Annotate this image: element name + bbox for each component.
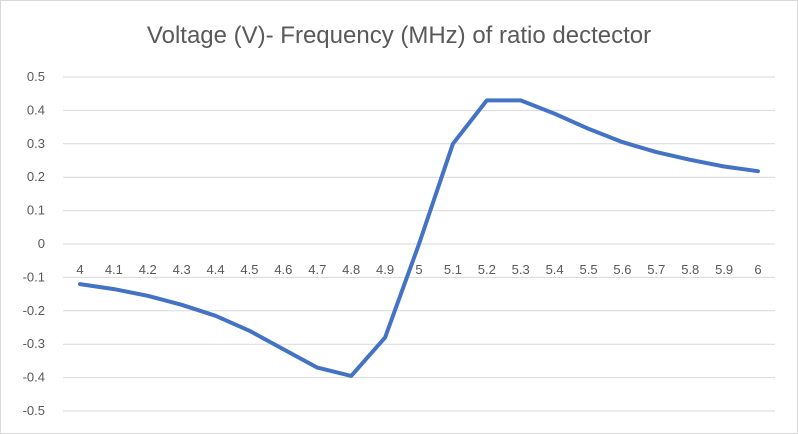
x-tick-label: 5.5	[579, 262, 597, 277]
y-tick-label: -0.4	[23, 370, 45, 385]
y-tick-label: -0.1	[23, 269, 45, 284]
x-tick-label: 5.6	[613, 262, 631, 277]
x-tick-label: 4.8	[342, 262, 360, 277]
x-tick-label: 5.3	[512, 262, 530, 277]
y-tick-label: 0.1	[27, 203, 45, 218]
x-tick-label: 4.4	[207, 262, 225, 277]
series-layer	[78, 98, 760, 378]
y-tick-label: -0.3	[23, 336, 45, 351]
y-tick-label: 0.4	[27, 102, 45, 117]
x-tick-label: 4.3	[173, 262, 191, 277]
x-tick-label: 5.8	[681, 262, 699, 277]
x-tick-label: 4.5	[240, 262, 258, 277]
y-tick-label: 0.5	[27, 69, 45, 84]
x-tick-label: 5.9	[715, 262, 733, 277]
x-tick-label: 4	[76, 262, 83, 277]
x-tick-label: 4.6	[274, 262, 292, 277]
x-tick-label: 5.2	[478, 262, 496, 277]
chart-title: Voltage (V)- Frequency (MHz) of ratio de…	[147, 22, 651, 49]
x-tick-label: 5	[415, 262, 422, 277]
x-tick-label: 4.2	[139, 262, 157, 277]
y-tick-label: 0.2	[27, 169, 45, 184]
y-tick-label: -0.2	[23, 303, 45, 318]
x-tick-label: 4.1	[105, 262, 123, 277]
x-tick-label: 5.4	[546, 262, 564, 277]
series-line	[78, 98, 760, 378]
y-tick-label: -0.5	[23, 403, 45, 418]
y-axis-tick-labels: 0.5 0.4 0.3 0.2 0.1 0 -0.1 -0.2 -0.3 -0.4 -0.5	[23, 69, 45, 418]
x-tick-label: 4.9	[376, 262, 394, 277]
y-tick-label: 0	[38, 236, 45, 251]
x-axis-tick-labels: 4 4.1 4.2 4.3 4.4 4.5 4.6 4.7 4.8 4.9 5 5.1 5.2 5.3 5.…	[76, 262, 761, 277]
y-tick-label: 0.3	[27, 136, 45, 151]
x-tick-label: 6	[754, 262, 761, 277]
x-tick-label: 4.7	[308, 262, 326, 277]
x-tick-label: 5.7	[647, 262, 665, 277]
x-tick-label: 5.1	[444, 262, 462, 277]
